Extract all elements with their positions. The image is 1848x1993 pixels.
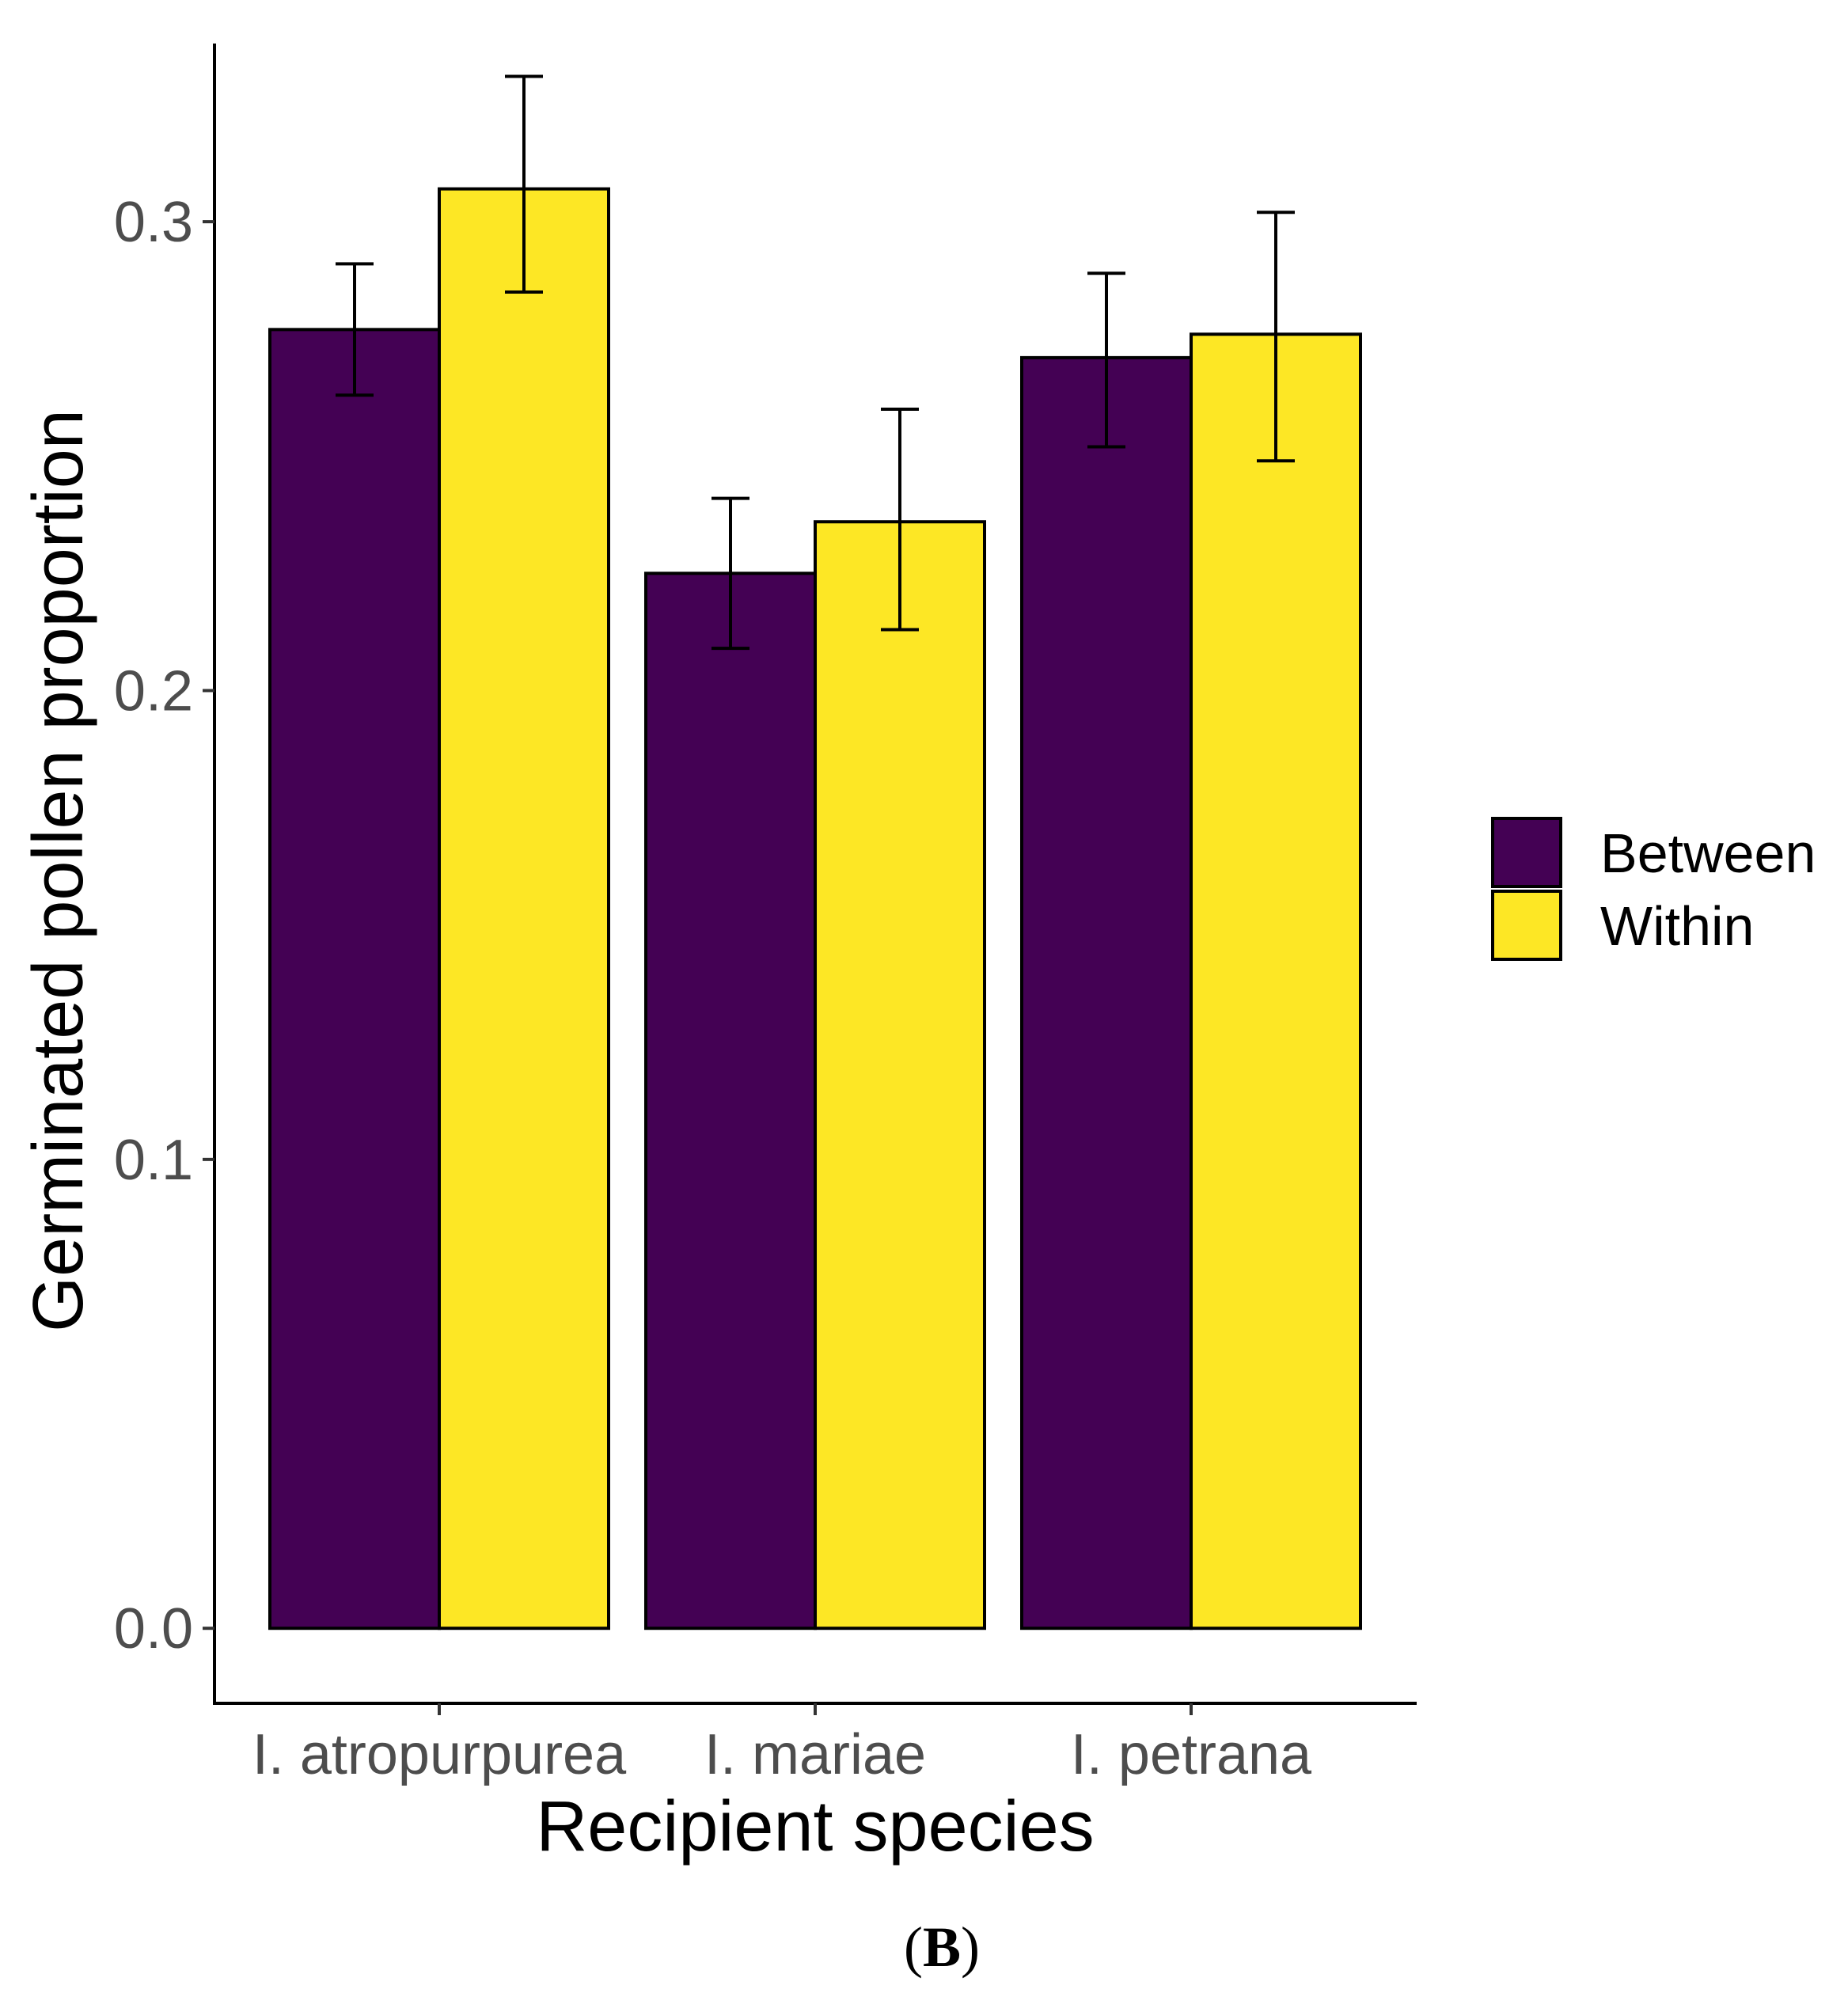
legend-label-within: Within — [1600, 895, 1754, 957]
y-tick-label: 0.2 — [114, 659, 193, 723]
error-bar-within-3 — [1257, 211, 1295, 463]
bar-within-3 — [1190, 332, 1362, 1630]
x-tick-label: I. petrana — [1071, 1723, 1312, 1786]
error-bar-between-3 — [1087, 271, 1125, 449]
y-tick-label: 0.0 — [114, 1597, 193, 1661]
legend-label-between: Between — [1600, 822, 1816, 884]
bars-layer — [268, 187, 1362, 1630]
x-tick-label: I. atropurpurea — [252, 1723, 627, 1786]
panel-label-open: ( — [904, 1915, 923, 1979]
x-axis-title: Recipient species — [536, 1787, 1094, 1866]
legend: Between Within — [1491, 817, 1816, 961]
error-bars-layer — [336, 74, 1295, 651]
bar-between-3 — [1020, 355, 1193, 1630]
panel-label-close: ) — [961, 1915, 980, 1979]
x-tick-label: I. mariae — [704, 1723, 926, 1786]
legend-swatch-within — [1491, 890, 1562, 961]
panel-label-letter: B — [923, 1915, 961, 1979]
bar-within-2 — [814, 520, 986, 1630]
bar-within-1 — [438, 187, 610, 1630]
error-bar-between-2 — [711, 496, 749, 651]
error-bar-within-2 — [881, 408, 919, 632]
error-bar-between-1 — [336, 262, 374, 397]
y-ticks-layer: 0.0 0.1 0.2 0.3 — [114, 191, 214, 1661]
panel-label: (B) — [904, 1915, 980, 1979]
y-axis-title: Germinated pollen proportion — [19, 409, 98, 1332]
y-tick-label: 0.1 — [114, 1129, 193, 1192]
x-ticks-layer: I. atropurpurea I. mariae I. petrana — [252, 1703, 1312, 1786]
legend-swatch-between — [1491, 817, 1562, 888]
bar-between-2 — [644, 571, 817, 1630]
y-tick-label: 0.3 — [114, 191, 193, 254]
bar-between-1 — [268, 328, 441, 1630]
error-bar-within-1 — [505, 74, 543, 294]
